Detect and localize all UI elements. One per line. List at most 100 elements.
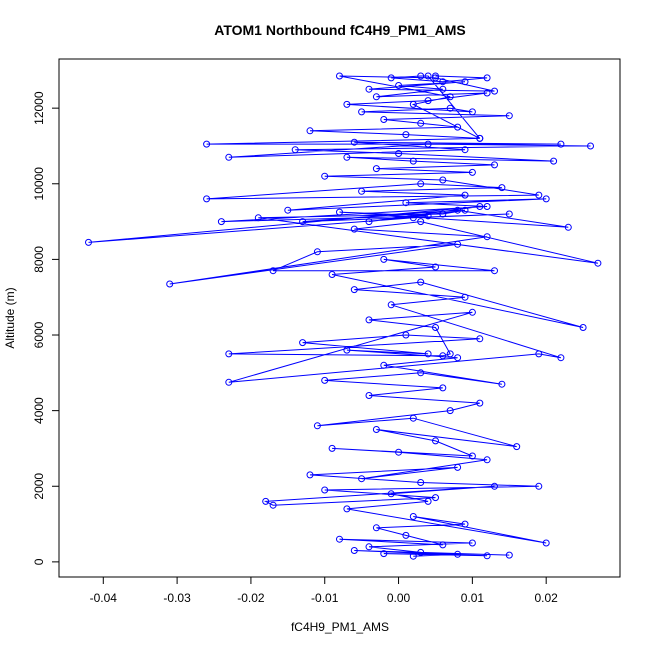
data-point [424,72,432,80]
data-point [454,123,462,131]
data-point [446,104,454,112]
data-point [380,255,388,263]
data-point [358,108,366,116]
data-point [535,350,543,358]
data-point [387,301,395,309]
data-point [491,482,498,490]
data-point [454,206,462,214]
data-point [284,206,292,214]
data-point [550,157,558,165]
data-point [454,463,462,471]
data-point [468,108,476,116]
data-point [372,93,380,101]
data-point [313,422,321,430]
series-layer [85,72,602,560]
data-point [535,191,543,199]
data-point [505,551,513,559]
data-point [432,72,439,80]
data-point [439,384,447,392]
data-point [454,550,462,558]
data-point [417,218,425,226]
x-tick-label: -0.03 [163,591,191,605]
y-tick-label: 0 [32,558,46,565]
data-point [328,271,336,278]
data-point [424,350,432,358]
data-point [483,74,491,82]
data-point [579,324,587,331]
data-point [454,240,462,248]
data-point [542,539,550,547]
data-point [402,131,410,139]
data-point [343,153,351,161]
data-point [395,150,403,157]
data-point [491,87,498,95]
data-point [446,407,454,415]
data-point [225,378,233,386]
data-point [439,176,447,184]
data-point [483,233,491,241]
data-point [306,127,314,135]
data-point [476,399,484,407]
data-point [417,180,425,188]
data-point [468,539,476,547]
data-point [417,369,425,377]
data-point [468,168,476,176]
data-point [409,157,417,165]
data-point [85,238,92,246]
data-point [402,199,410,207]
data-point [336,535,343,543]
data-point [365,543,373,551]
y-axis-label: Altitude (m) [3,287,17,348]
data-point [461,146,469,154]
x-axis-label: fC4H9_PM1_AMS [291,620,389,634]
data-point [513,443,521,451]
data-point [594,259,602,267]
data-point [166,280,174,288]
data-point [291,146,299,154]
data-point [299,218,307,226]
x-tick-label: -0.02 [237,591,265,605]
data-point [432,324,439,331]
data-point [424,497,432,505]
data-point [321,172,329,180]
data-point [380,550,388,558]
x-tick-label: 0.00 [387,591,411,605]
data-point [446,350,454,358]
data-point [468,308,476,316]
data-point [417,548,425,556]
plot-frame [58,58,621,578]
data-point [395,82,403,89]
data-point [409,100,417,108]
data-point [432,74,439,82]
data-point [395,448,403,456]
data-point [483,552,491,560]
data-point [336,208,343,216]
data-point [505,112,513,120]
y-tick-label: 8000 [32,246,46,273]
data-point [328,444,336,452]
data-point [483,456,491,464]
data-point [439,352,447,360]
data-point [350,547,358,554]
data-point [564,223,572,231]
data-point [217,218,225,226]
y-tick-label: 12000 [32,91,46,125]
x-tick-label: 0.01 [461,591,485,605]
data-point [424,97,432,105]
data-point [483,203,491,210]
data-point [358,475,366,483]
data-point [417,72,425,80]
y-tick-label: 2000 [32,473,46,500]
y-tick-label: 6000 [32,321,46,348]
series-line [88,75,599,557]
data-point [432,263,439,271]
data-point [505,210,513,218]
data-point [476,335,484,343]
data-point [402,531,410,539]
data-point [557,354,565,362]
data-point [380,361,388,369]
data-point [439,210,447,218]
data-point [387,490,395,498]
data-point [321,486,329,494]
